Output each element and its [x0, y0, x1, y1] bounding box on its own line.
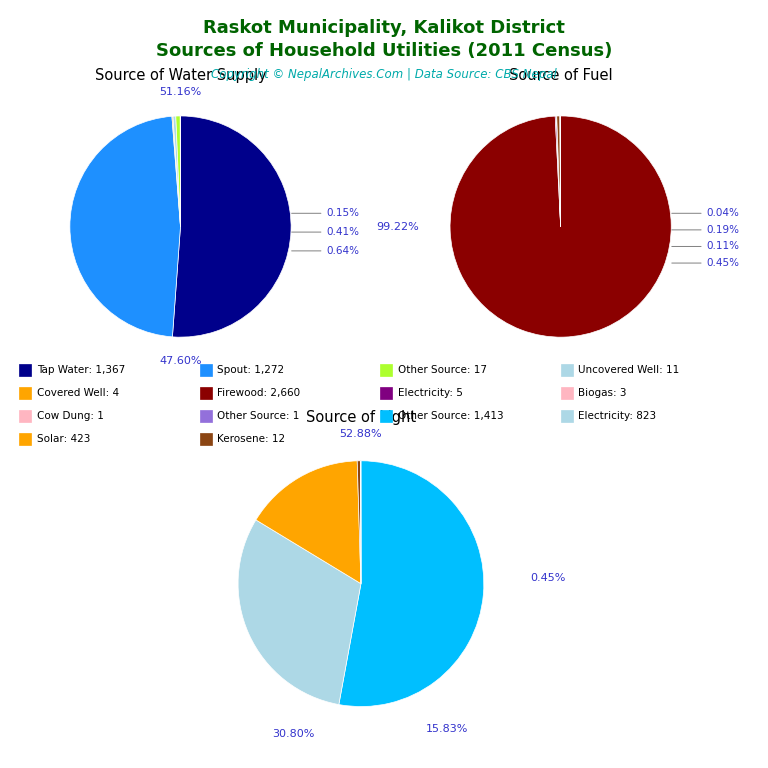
Wedge shape: [339, 461, 484, 707]
Title: Source of Fuel: Source of Fuel: [509, 68, 612, 83]
Text: 0.45%: 0.45%: [672, 258, 740, 268]
Wedge shape: [557, 116, 561, 227]
Text: Other Source: 1,413: Other Source: 1,413: [398, 411, 504, 422]
Text: Raskot Municipality, Kalikot District: Raskot Municipality, Kalikot District: [203, 19, 565, 37]
Wedge shape: [256, 461, 361, 584]
Text: Solar: 423: Solar: 423: [37, 434, 90, 445]
Text: Other Source: 1: Other Source: 1: [217, 411, 300, 422]
Wedge shape: [557, 116, 561, 227]
Title: Source of Water Supply: Source of Water Supply: [94, 68, 266, 83]
Text: Covered Well: 4: Covered Well: 4: [37, 388, 119, 399]
Wedge shape: [450, 116, 671, 337]
Wedge shape: [70, 116, 180, 337]
Text: 15.83%: 15.83%: [425, 723, 468, 733]
Text: 99.22%: 99.22%: [376, 221, 419, 232]
Text: Sources of Household Utilities (2011 Census): Sources of Household Utilities (2011 Cen…: [156, 42, 612, 60]
Text: 47.60%: 47.60%: [159, 356, 202, 366]
Wedge shape: [173, 116, 291, 337]
Text: 52.88%: 52.88%: [339, 429, 382, 439]
Text: Cow Dung: 1: Cow Dung: 1: [37, 411, 104, 422]
Wedge shape: [560, 116, 561, 227]
Text: Firewood: 2,660: Firewood: 2,660: [217, 388, 300, 399]
Text: 0.19%: 0.19%: [672, 225, 740, 235]
Text: Kerosene: 12: Kerosene: 12: [217, 434, 286, 445]
Text: Other Source: 17: Other Source: 17: [398, 365, 487, 376]
Wedge shape: [173, 116, 180, 227]
Wedge shape: [357, 461, 361, 584]
Text: Spout: 1,272: Spout: 1,272: [217, 365, 284, 376]
Text: 0.15%: 0.15%: [292, 208, 359, 218]
Text: Tap Water: 1,367: Tap Water: 1,367: [37, 365, 125, 376]
Text: 0.64%: 0.64%: [292, 246, 359, 256]
Text: Uncovered Well: 11: Uncovered Well: 11: [578, 365, 680, 376]
Wedge shape: [238, 520, 361, 704]
Wedge shape: [555, 116, 561, 227]
Text: Biogas: 3: Biogas: 3: [578, 388, 627, 399]
Text: 0.45%: 0.45%: [531, 572, 566, 583]
Text: Electricity: 823: Electricity: 823: [578, 411, 657, 422]
Text: Electricity: 5: Electricity: 5: [398, 388, 462, 399]
Text: 0.04%: 0.04%: [672, 208, 740, 218]
Wedge shape: [172, 116, 180, 227]
Text: Copyright © NepalArchives.Com | Data Source: CBS Nepal: Copyright © NepalArchives.Com | Data Sou…: [211, 68, 557, 81]
Text: 0.41%: 0.41%: [292, 227, 359, 237]
Wedge shape: [176, 116, 180, 227]
Title: Source of Light: Source of Light: [306, 410, 416, 425]
Text: 51.16%: 51.16%: [159, 87, 202, 97]
Text: 30.80%: 30.80%: [272, 729, 315, 739]
Text: 0.11%: 0.11%: [672, 241, 740, 251]
